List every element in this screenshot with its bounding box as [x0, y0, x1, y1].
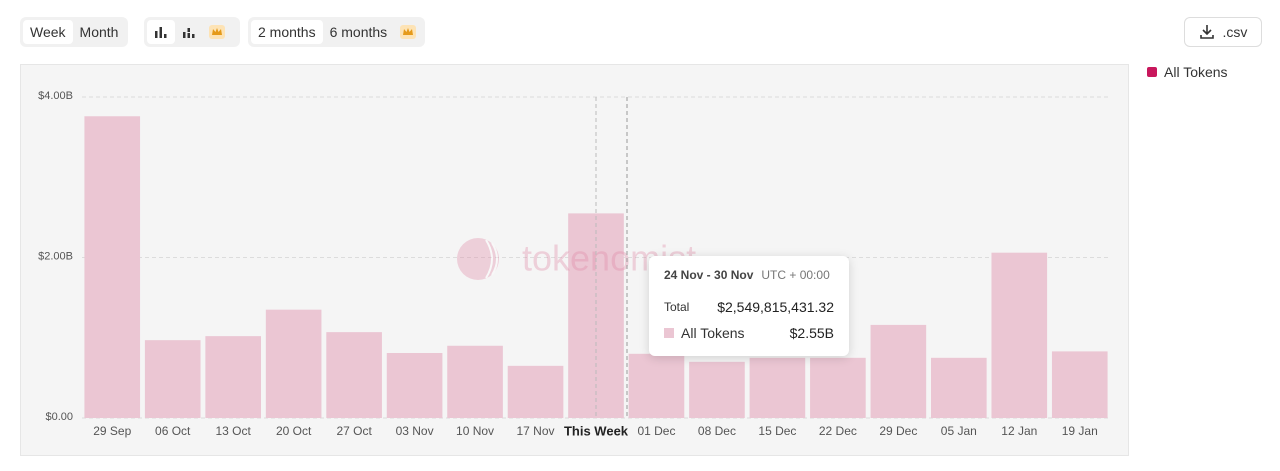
bar — [628, 353, 685, 418]
legend-swatch — [1147, 67, 1157, 77]
x-tick-label: 19 Jan — [1062, 424, 1098, 438]
bar — [265, 309, 322, 418]
y-tick-label: $4.00B — [38, 90, 73, 102]
tooltip-swatch — [664, 328, 674, 338]
bar — [507, 365, 564, 418]
x-tick-label: 05 Jan — [941, 424, 977, 438]
x-tick-label: 08 Dec — [698, 424, 736, 438]
bar — [749, 357, 806, 418]
bar — [1051, 351, 1108, 418]
legend: All Tokens — [1147, 64, 1228, 80]
tooltip-series-name: All Tokens — [681, 325, 745, 341]
x-tick-label: 27 Oct — [336, 424, 372, 438]
download-icon — [1199, 25, 1214, 39]
bar — [991, 252, 1048, 418]
range-2m-button[interactable]: 2 months — [251, 20, 323, 44]
tooltip: 24 Nov - 30 Nov UTC + 00:00 Total $2,549… — [649, 256, 849, 356]
bar — [931, 357, 987, 418]
x-tick-label: This Week — [564, 423, 629, 438]
x-tick-label: 12 Jan — [1001, 424, 1037, 438]
bar — [205, 336, 261, 418]
bar-icon-button[interactable] — [147, 20, 175, 44]
legend-label[interactable]: All Tokens — [1164, 64, 1228, 80]
x-tick-label: 06 Oct — [155, 424, 191, 438]
x-tick-label: 03 Nov — [396, 424, 434, 438]
y-tick-label: $2.00B — [38, 250, 73, 262]
bar — [144, 340, 201, 418]
tooltip-total: $2,549,815,431.32 — [717, 299, 834, 315]
bar — [810, 357, 866, 418]
interval-toggle: Week Month — [20, 17, 129, 47]
x-tick-label: 29 Sep — [93, 424, 131, 438]
bar — [689, 361, 745, 418]
chart-type-toggle — [144, 17, 240, 47]
bar — [84, 116, 141, 418]
x-tick-label: 29 Dec — [879, 424, 917, 438]
bar — [447, 345, 503, 418]
week-button[interactable]: Week — [23, 20, 73, 44]
range-toggle: 2 months 6 months — [248, 17, 426, 47]
download-label: .csv — [1222, 24, 1248, 40]
premium-crown — [394, 20, 422, 44]
bar — [870, 324, 927, 418]
x-tick-label: 01 Dec — [637, 424, 675, 438]
x-tick-label: 17 Nov — [517, 424, 555, 438]
x-tick-label: 15 Dec — [758, 424, 796, 438]
tooltip-series-value: $2.55B — [789, 325, 834, 341]
month-button[interactable]: Month — [79, 24, 119, 40]
x-tick-label: 10 Nov — [456, 424, 494, 438]
x-tick-label: 13 Oct — [215, 424, 251, 438]
bar — [386, 352, 443, 418]
x-tick-label: 22 Dec — [819, 424, 857, 438]
range-6m-button[interactable]: 6 months — [329, 24, 388, 40]
stacked-icon-button[interactable] — [175, 20, 203, 44]
premium-crown — [203, 20, 231, 44]
x-tick-label: 20 Oct — [276, 424, 312, 438]
tooltip-period: 24 Nov - 30 Nov — [664, 268, 754, 282]
download-csv-button[interactable]: .csv — [1184, 17, 1262, 47]
tooltip-timezone: UTC + 00:00 — [761, 268, 830, 282]
bars — [84, 116, 1108, 418]
bar — [326, 332, 382, 418]
y-tick-label: $0.00 — [45, 411, 73, 423]
tooltip-total-label: Total — [664, 300, 690, 314]
